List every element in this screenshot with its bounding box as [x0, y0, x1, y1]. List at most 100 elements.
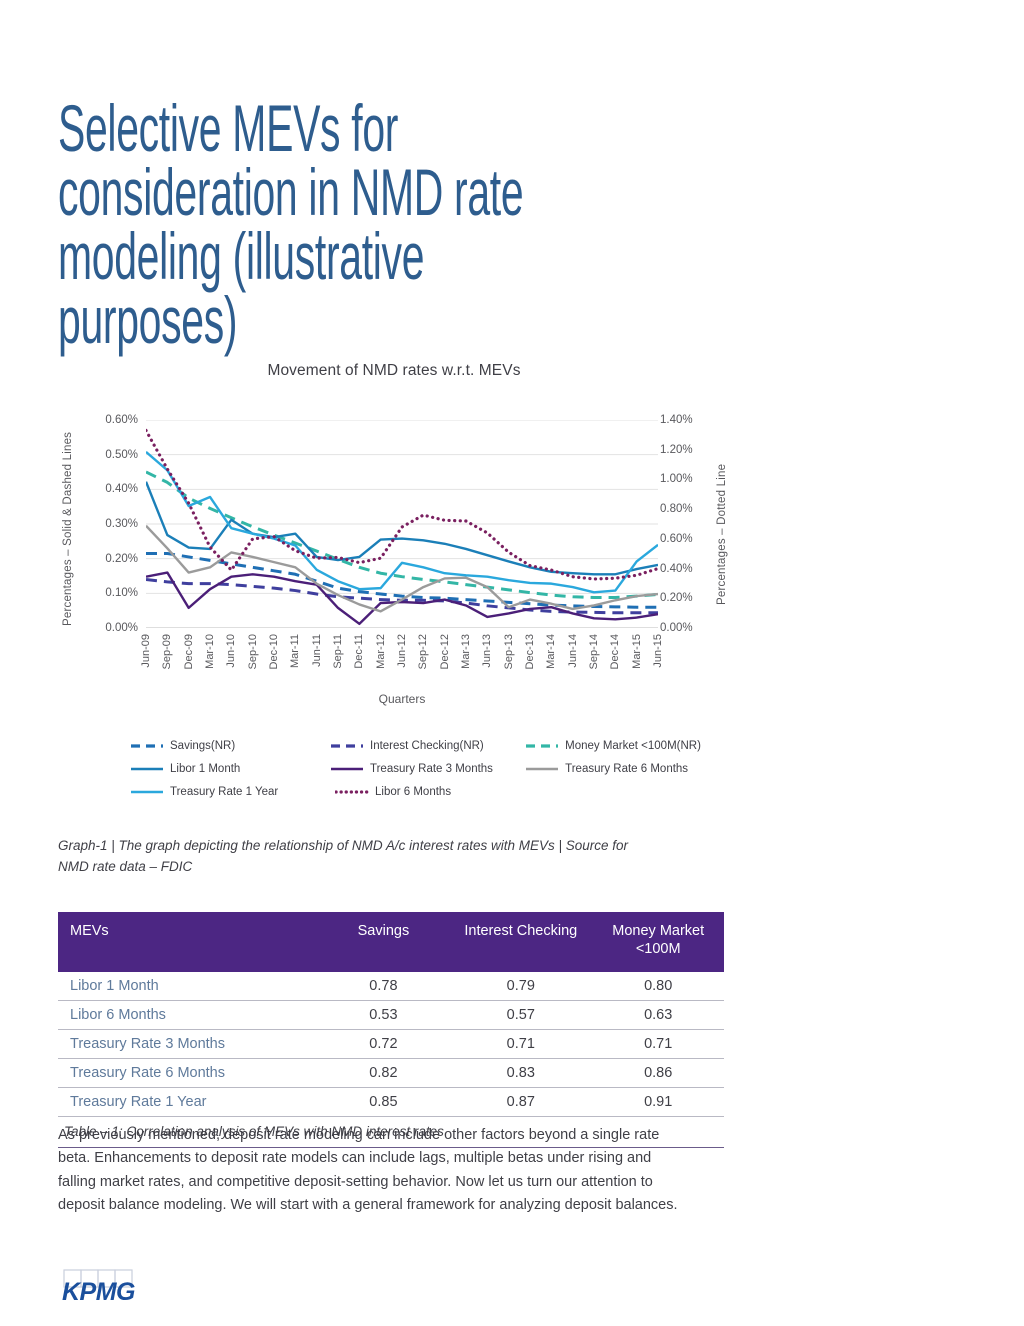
tick-label: Mar-14: [545, 634, 558, 669]
chart-series-5: [146, 524, 658, 613]
legend-swatch-icon: [525, 740, 559, 752]
legend-item-4[interactable]: Treasury Rate 3 Months: [330, 763, 525, 775]
column-header-interest-checking: Interest Checking: [449, 912, 593, 973]
chart-series-4: [146, 571, 658, 626]
chart-plot-area: Percentages – Solid & Dashed Lines Perce…: [58, 386, 730, 669]
tick-label: 0.40%: [660, 562, 693, 575]
tick-label: 0.30%: [105, 518, 138, 530]
tick-label: Mar-10: [204, 634, 216, 669]
tick-label: 0.50%: [105, 448, 138, 461]
table-cell-value: 0.72: [317, 1029, 450, 1060]
kpmg-logo: KPMG: [58, 1268, 178, 1314]
svg-text:KPMG: KPMG: [62, 1278, 135, 1306]
table-cell-value: 0.80: [592, 972, 724, 1002]
tick-label: 0.10%: [105, 587, 138, 600]
y-axis-left-ticks: 0.00% 0.10% 0.20% 0.30% 0.40% 0.50% 0.60%: [86, 414, 138, 634]
column-header-mevs: MEVs: [58, 912, 318, 973]
tick-label: Mar-11: [289, 634, 302, 669]
tick-label: 0.20%: [105, 552, 138, 565]
table-cell-value: 0.91: [592, 1087, 724, 1118]
tick-label: Sep-13: [502, 634, 515, 670]
legend-item-2[interactable]: Money Market <100M(NR): [525, 740, 730, 752]
legend-item-0[interactable]: Savings(NR): [130, 740, 330, 752]
tick-label: Jun-10: [225, 634, 238, 668]
tick-label: Dec-11: [353, 634, 366, 669]
legend-item-3[interactable]: Libor 1 Month: [130, 763, 330, 775]
tick-label: Sep-11: [332, 634, 344, 669]
legend-label: Money Market <100M(NR): [565, 740, 701, 752]
legend-item-5[interactable]: Treasury Rate 6 Months: [525, 763, 730, 775]
tick-label: Dec-13: [524, 634, 536, 670]
tick-label: 0.80%: [660, 503, 693, 516]
table-cell-mev-name: Treasury Rate 6 Months: [58, 1058, 318, 1089]
legend-label: Libor 1 Month: [170, 763, 241, 775]
legend-label: Treasury Rate 1 Year: [170, 786, 279, 798]
table-row: Libor 6 Months 0.53 0.57 0.63: [58, 1000, 724, 1031]
chart-series-3: [146, 481, 658, 576]
tick-label: Mar-12: [374, 634, 387, 669]
legend-item-6[interactable]: Treasury Rate 1 Year: [130, 786, 335, 798]
tick-label: Jun-13: [481, 634, 494, 668]
tick-label: 0.20%: [660, 592, 693, 605]
table-cell-value: 0.71: [592, 1029, 724, 1060]
table-row: Treasury Rate 6 Months 0.82 0.83 0.86: [58, 1058, 724, 1089]
x-axis-title: Quarters: [378, 692, 426, 706]
tick-label: Mar-15: [630, 634, 643, 669]
table-cell-mev-name: Libor 6 Months: [58, 1000, 318, 1031]
legend-label: Savings(NR): [170, 740, 236, 752]
legend-row: Libor 1 Month Treasury Rate 3 Months Treas…: [130, 763, 730, 775]
tick-label: 0.00%: [660, 622, 693, 634]
tick-label: Jun-15: [652, 634, 664, 668]
table-header-row: MEVs Savings Interest Checking Money Mar…: [58, 912, 724, 973]
tick-label: Jun-11: [310, 634, 323, 667]
tick-label: Jun-14: [566, 634, 579, 668]
graph-caption: Graph-1 | The graph depicting the relati…: [58, 838, 629, 874]
page-title: Selective MEVs for consideration in NMD …: [58, 91, 524, 358]
correlation-table: MEVs Savings Interest Checking Money Mar…: [58, 912, 724, 1149]
legend-item-7[interactable]: Libor 6 Months: [335, 786, 535, 798]
legend-swatch-icon: [330, 763, 364, 775]
legend-swatch-icon: [335, 786, 369, 798]
tick-label: Dec-14: [609, 634, 622, 670]
table-cell-value: 0.57: [449, 1000, 593, 1031]
tick-label: Sep-09: [161, 634, 174, 670]
column-header-savings: Savings: [317, 912, 450, 973]
legend-swatch-icon: [130, 786, 164, 798]
tick-label: 0.00%: [105, 622, 138, 634]
chart-series-2: [146, 470, 658, 599]
legend-item-1[interactable]: Interest Checking(NR): [330, 740, 525, 752]
legend-swatch-icon: [130, 740, 164, 752]
tick-label: 1.40%: [660, 414, 693, 426]
tick-label: Sep-12: [417, 634, 430, 670]
chart-svg: [146, 420, 658, 628]
table-cell-value: 0.71: [449, 1029, 593, 1060]
chart-legend: Savings(NR) Interest Checking(NR) Money Ma…: [130, 740, 730, 809]
y-axis-left-title: Percentages – Solid & Dashed Lines: [62, 431, 74, 627]
tick-label: Dec-09: [182, 634, 195, 670]
legend-label: Interest Checking(NR): [370, 740, 484, 752]
tick-label: 0.40%: [105, 483, 138, 496]
legend-swatch-icon: [330, 740, 364, 752]
chart-series-0: [146, 551, 658, 609]
chart-title: Movement of NMD rates w.r.t. MEVs: [267, 362, 521, 379]
table-row: Treasury Rate 1 Year 0.85 0.87 0.91: [58, 1087, 724, 1118]
table-caption: Table – 1: Correlation analysis of MEVs …: [58, 1117, 724, 1149]
table-cell-mev-name: Libor 1 Month: [58, 972, 318, 1002]
tick-label: Jun-09: [140, 634, 152, 668]
table-cell-value: 0.85: [317, 1087, 450, 1118]
legend-row: Treasury Rate 1 Year Libor 6 Months: [130, 786, 730, 798]
chart-series-7: [146, 428, 658, 581]
legend-label: Treasury Rate 3 Months: [370, 763, 493, 775]
legend-swatch-icon: [130, 763, 164, 775]
column-header-money-market: Money Market <100M: [592, 912, 724, 973]
table-cell-value: 0.79: [449, 972, 593, 1002]
kpmg-logo-icon: KPMG: [62, 1269, 136, 1306]
tick-label: 0.60%: [660, 532, 693, 545]
y-axis-right-title: Percentages – Dotted Line: [716, 463, 728, 605]
tick-label: Dec-12: [438, 634, 451, 670]
tick-label: 0.60%: [105, 414, 138, 426]
chart-container: Movement of NMD rates w.r.t. MEVs Percen…: [58, 362, 730, 814]
table-cell-value: 0.53: [317, 1000, 450, 1031]
table-row: Libor 1 Month 0.78 0.79 0.80: [58, 972, 724, 1002]
